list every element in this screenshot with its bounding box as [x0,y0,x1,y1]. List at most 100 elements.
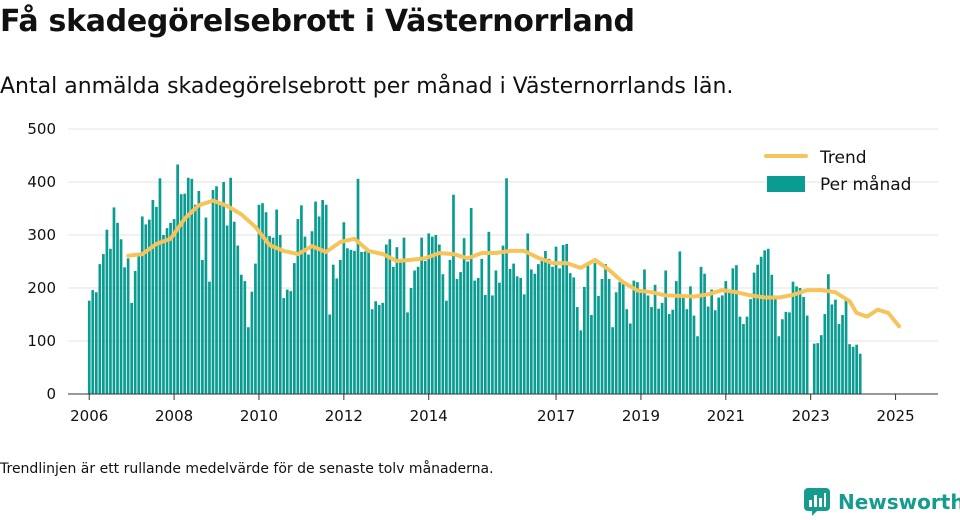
bar [759,256,763,394]
x-tick-label: 2021 [707,407,745,425]
bar [558,268,561,394]
bar [388,239,392,394]
bar [639,292,643,394]
bar [529,269,533,394]
bar [653,284,657,394]
bar [317,216,321,394]
bar [204,217,208,394]
x-tick-label: 2010 [240,407,278,425]
bar [554,246,558,394]
bar [745,316,749,394]
bar [625,309,629,394]
bar [87,300,91,394]
bar [664,270,668,394]
bar [731,268,735,394]
bar [692,315,696,394]
bar [278,235,282,394]
bar [766,248,770,394]
bar [445,300,448,394]
bar [579,330,583,394]
bar [781,319,784,394]
bar [650,307,653,394]
x-tick-label: 2023 [792,407,830,425]
bar [293,263,296,394]
x-tick-label: 2019 [622,407,660,425]
bar [218,202,222,394]
bar [395,247,399,394]
y-tick-label: 400 [27,173,56,191]
bar [498,282,501,394]
bar [462,238,466,394]
bar [190,178,194,394]
bar-series [87,164,862,394]
bar [264,212,268,394]
bar [102,254,105,394]
bar [469,207,473,394]
bar [551,266,554,394]
bar [370,309,374,394]
bar [183,193,187,394]
bar [501,245,505,394]
bar [356,178,360,394]
bar [770,274,774,394]
bar [250,291,254,394]
bar [476,277,480,394]
bar [724,281,728,394]
bar [561,245,565,394]
x-tick-label: 2012 [325,407,363,425]
legend-label-trend: Trend [819,148,867,168]
bar [448,259,452,394]
bar [459,272,462,394]
bar [324,204,328,394]
bar [275,209,278,394]
bar [593,263,597,394]
brand[interactable]: Newsworthy [804,488,960,516]
bar [109,248,112,394]
bar [151,200,155,394]
bar [307,254,310,394]
bar [632,280,636,394]
bar [342,222,346,394]
bar [575,307,579,394]
bar [338,259,342,394]
bar [438,244,441,394]
bar [140,216,144,394]
bar [834,299,837,394]
bar [795,286,798,394]
bar [494,270,498,394]
chart-title: Få skadegörelsebrott i Västernorrland [0,4,635,39]
bar [409,288,413,394]
bar [710,289,713,394]
y-tick-label: 500 [27,120,56,138]
bar [243,281,247,394]
bar [155,206,158,394]
bar [186,177,190,394]
bar [402,237,406,394]
bar [416,266,420,394]
x-tick-label: 2014 [410,407,448,425]
bar [720,295,724,394]
bar [148,219,151,394]
bar [706,306,710,394]
footnote: Trendlinjen är ett rullande medelvärde f… [0,461,494,477]
bar [713,310,717,394]
bar [172,219,176,394]
bar [696,336,699,394]
bar [353,250,356,394]
bar [565,244,568,394]
legend: Trend Per månad [764,148,911,195]
bar [392,266,395,394]
bar [685,309,689,394]
bar [515,276,519,394]
bar [94,292,98,394]
bar [735,265,738,394]
trend-line [126,198,901,329]
bar [812,343,816,394]
bar [487,231,491,394]
bar [660,302,664,394]
bar [162,235,165,394]
bar [837,324,841,394]
bar [314,201,317,394]
bar [614,292,618,394]
bar [158,178,162,394]
